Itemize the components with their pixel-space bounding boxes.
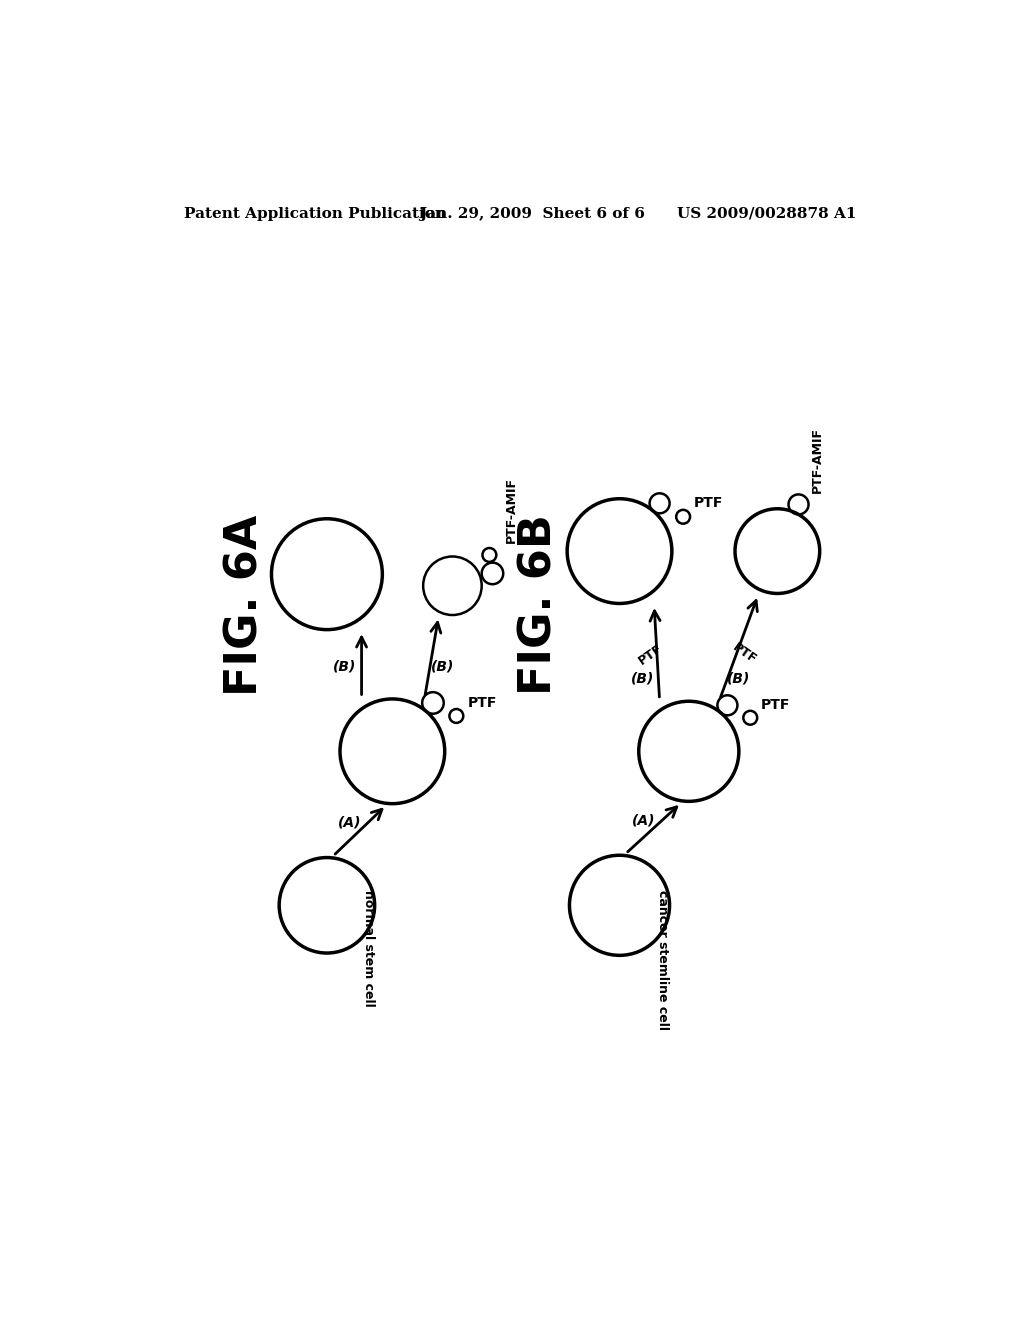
Text: normal stem cell: normal stem cell xyxy=(361,890,375,1007)
Text: (B): (B) xyxy=(333,660,356,673)
Text: (B): (B) xyxy=(431,660,454,673)
Text: Patent Application Publication: Patent Application Publication xyxy=(184,207,446,220)
Text: PTF: PTF xyxy=(468,696,498,710)
Text: FIG. 6B: FIG. 6B xyxy=(517,515,560,696)
Text: (B): (B) xyxy=(631,671,654,685)
Text: PTF: PTF xyxy=(761,698,790,711)
Text: PTF-AMIF: PTF-AMIF xyxy=(505,478,518,544)
Text: FIG. 6A: FIG. 6A xyxy=(223,515,266,696)
Text: (A): (A) xyxy=(633,813,656,828)
Text: cancer stemline cell: cancer stemline cell xyxy=(656,890,670,1030)
Text: PTF: PTF xyxy=(693,495,723,510)
Text: (B): (B) xyxy=(727,671,751,685)
Text: US 2009/0028878 A1: US 2009/0028878 A1 xyxy=(677,207,857,220)
Text: (A): (A) xyxy=(338,816,361,830)
Text: PTF-AMIF: PTF-AMIF xyxy=(811,426,824,492)
Text: PTF: PTF xyxy=(636,643,665,668)
Text: Jan. 29, 2009  Sheet 6 of 6: Jan. 29, 2009 Sheet 6 of 6 xyxy=(419,207,645,220)
Text: PTF: PTF xyxy=(730,640,759,667)
